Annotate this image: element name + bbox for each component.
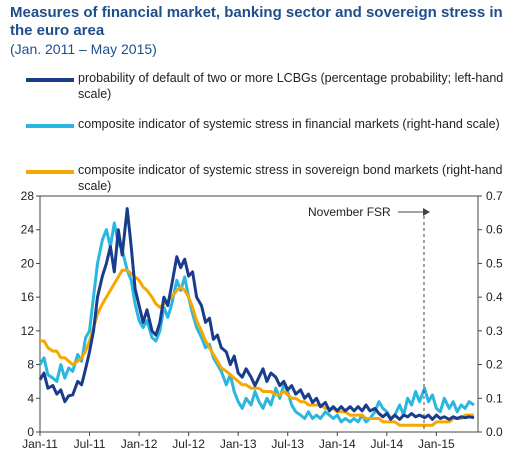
y-left-tick-label: 20 (21, 256, 35, 270)
y-left-tick-label: 8 (27, 358, 34, 372)
legend-item-sovereign: composite indicator of systemic stress i… (26, 162, 506, 208)
x-tick-label: Jul-14 (370, 437, 403, 451)
legend-label-sovereign: composite indicator of systemic stress i… (78, 163, 503, 193)
y-right-tick-label: 0.3 (486, 324, 503, 338)
x-tick-label: Jul-11 (74, 437, 106, 451)
x-tick-label: Jan-13 (220, 437, 257, 451)
y-left-tick-label: 24 (21, 223, 35, 237)
plot-frame (39, 195, 479, 433)
axes: 0 4 8 12 16 20 24 28 0.0 0.1 0.2 0.3 0.4 0.5 0.6 0.7 Jan… (21, 189, 503, 451)
legend-swatch-sovereign (26, 170, 74, 174)
x-tick-label: Jan-15 (418, 437, 455, 451)
legend-item-financial: composite indicator of systemic stress i… (26, 116, 506, 162)
y-right-tick-label: 0.2 (486, 358, 503, 372)
y-right-tick-label: 0.7 (486, 189, 503, 203)
y-left-tick-label: 16 (21, 290, 35, 304)
november-fsr-label: November FSR (308, 205, 391, 219)
x-tick-label: Jan-12 (121, 437, 158, 451)
legend-swatch-financial (26, 124, 74, 128)
series-lines (38, 207, 475, 427)
y-left-tick-label: 4 (27, 391, 34, 405)
x-tick-label: Jan-14 (319, 437, 356, 451)
y-left-tick-label: 0 (27, 425, 34, 439)
chart-title: Measures of financial market, banking se… (10, 4, 503, 39)
y-left-tick-label: 12 (21, 324, 35, 338)
legend-swatch-lcbg (26, 78, 74, 82)
series-line-lcbg-default-probability (38, 207, 475, 421)
legend: probability of default of two or more LC… (26, 70, 506, 208)
series-line-financial-stress (38, 221, 475, 424)
chart-subtitle: (Jan. 2011 – May 2015) (10, 41, 157, 57)
series-line-sovereign-stress (40, 268, 474, 427)
y-right-tick-label: 0.0 (486, 425, 503, 439)
y-right-tick-label: 0.4 (486, 290, 503, 304)
november-fsr-arrowhead (422, 208, 430, 216)
y-right-tick-label: 0.6 (486, 223, 503, 237)
x-tick-label: Jul-12 (172, 437, 205, 451)
legend-label-lcbg: probability of default of two or more LC… (78, 71, 504, 101)
y-left-tick-label: 28 (21, 189, 35, 203)
y-right-tick-label: 0.1 (486, 391, 503, 405)
x-tick-label: Jan-11 (22, 437, 58, 451)
legend-label-financial: composite indicator of systemic stress i… (78, 117, 500, 131)
legend-item-lcbg: probability of default of two or more LC… (26, 70, 506, 116)
x-tick-label: Jul-13 (271, 437, 304, 451)
annotation: November FSR (308, 205, 430, 432)
y-right-tick-label: 0.5 (486, 256, 503, 270)
